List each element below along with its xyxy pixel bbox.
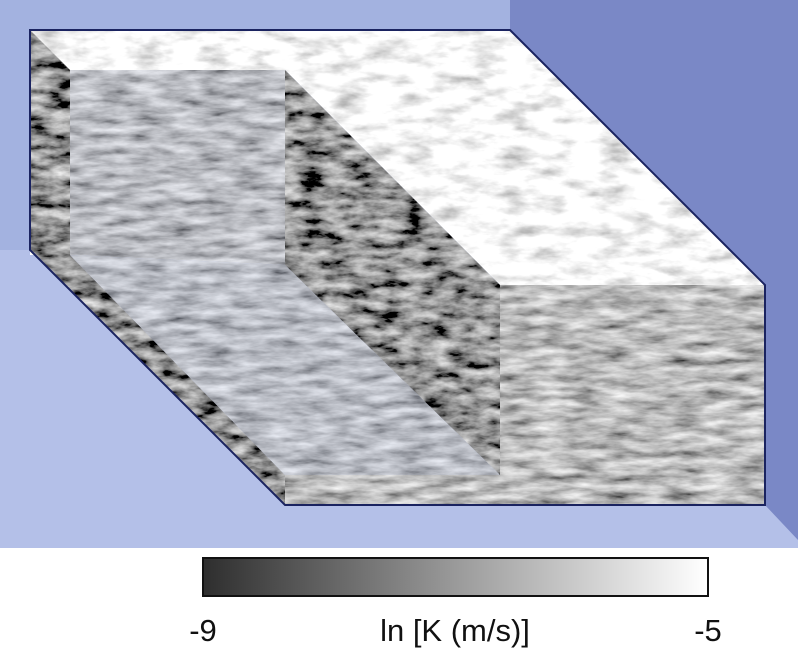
figure: ln [K (m/s)] -9 -5: [0, 0, 798, 661]
colorbar-tick-label: -5: [694, 613, 722, 648]
colorbar: [203, 558, 708, 596]
page: ln [K (m/s)] -9-5 (() => { const data = …: [0, 0, 798, 661]
colorbar-label: ln [K (m/s)]: [380, 613, 530, 648]
colorbar-tick-label: -9: [189, 613, 217, 648]
